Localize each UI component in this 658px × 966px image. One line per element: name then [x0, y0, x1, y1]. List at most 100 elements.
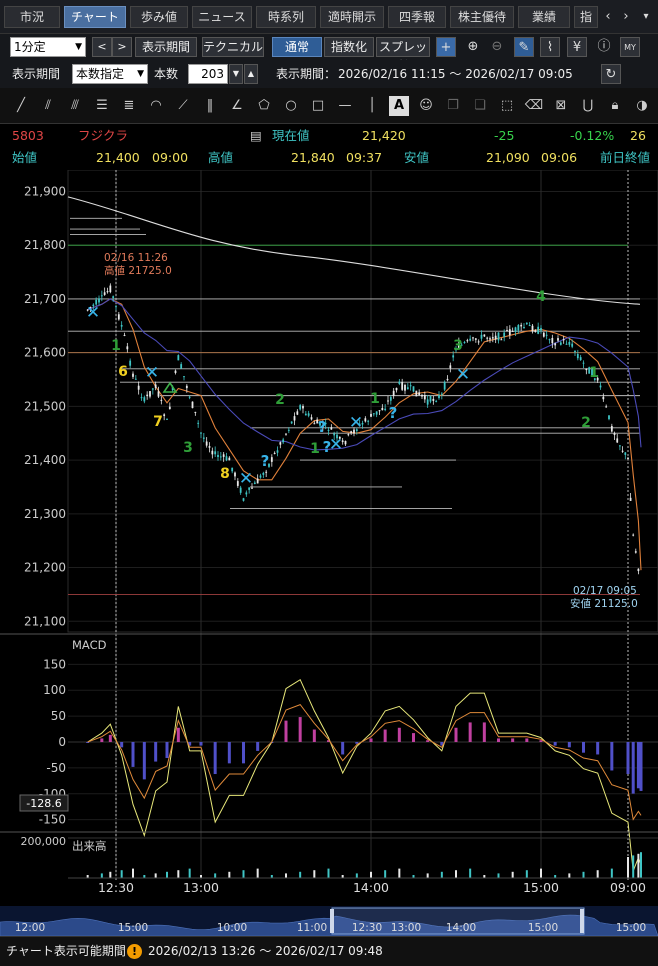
- candle-body: [287, 429, 290, 431]
- candle-body: [86, 309, 89, 311]
- tab-chart[interactable]: チャート: [64, 6, 126, 28]
- tab-disclosure[interactable]: 適時開示: [320, 6, 384, 28]
- tab-index[interactable]: 指: [574, 6, 598, 28]
- candle-body: [98, 298, 100, 303]
- hline-icon[interactable]: —: [338, 98, 352, 113]
- count-label: 1: [111, 338, 121, 354]
- period-scroller[interactable]: 12:00 15:00 10:00 11:00 12:30 13:00 14:00 15:00…: [0, 906, 658, 936]
- tab-benefits[interactable]: 株主優待: [450, 6, 514, 28]
- channel-icon[interactable]: ⫻: [71, 98, 79, 113]
- scroller-tick-label: 12:00: [15, 922, 45, 934]
- zoom-in-icon[interactable]: ⊕: [467, 39, 479, 54]
- technical-button[interactable]: テクニカル: [202, 37, 264, 57]
- magnet-icon[interactable]: ⋃: [582, 98, 594, 113]
- tab-menu-icon[interactable]: ▾: [643, 11, 649, 22]
- candle-body: [268, 463, 270, 467]
- zoom-out-icon[interactable]: ⊖: [491, 39, 503, 54]
- high-note-text: 高値 21725.0: [104, 264, 172, 277]
- tab-shikiho[interactable]: 四季報: [388, 6, 446, 28]
- period-button[interactable]: 表示期間: [135, 37, 197, 57]
- ma-mid-line: [87, 298, 642, 451]
- macd-histogram-bar: [100, 738, 104, 742]
- yen-icon[interactable]: ¥: [567, 37, 587, 57]
- prev-button[interactable]: <: [92, 37, 112, 57]
- macd-histogram-bar: [567, 742, 571, 748]
- tab-prev-icon[interactable]: ‹: [605, 9, 611, 24]
- parallel-lines-icon[interactable]: ⫽: [45, 98, 51, 113]
- tab-performance[interactable]: 業績: [518, 6, 570, 28]
- candle-body: [387, 400, 389, 402]
- candle-body: [506, 330, 508, 332]
- lock-icon[interactable]: 🔒︎: [611, 98, 619, 113]
- y-tick-label: 21,100: [24, 614, 66, 628]
- candle-body: [634, 551, 637, 553]
- candle-body: [537, 326, 540, 334]
- count-down-button[interactable]: ▼: [229, 64, 243, 84]
- horizontal-lines-icon[interactable]: ☰: [96, 98, 108, 113]
- text-icon[interactable]: A: [389, 96, 409, 116]
- low-time: 09:06: [541, 150, 578, 165]
- normal-button[interactable]: 通常: [272, 37, 322, 57]
- vertical-lines-icon[interactable]: ‖: [206, 98, 214, 113]
- macd-histogram-bar: [639, 742, 643, 791]
- pentagon-icon[interactable]: ⬠: [258, 98, 270, 113]
- scroller-right-handle[interactable]: [580, 909, 584, 933]
- candle-body: [503, 332, 506, 337]
- select-icon[interactable]: ⬚: [500, 98, 514, 113]
- spread-button[interactable]: スプレッド: [376, 37, 430, 72]
- change-value: -25: [494, 128, 515, 143]
- erase-all-icon[interactable]: ⊠: [555, 98, 567, 113]
- candle-body: [605, 406, 608, 408]
- candle-body: [375, 411, 378, 415]
- count-up-button[interactable]: ▲: [244, 64, 258, 84]
- crosshair-icon[interactable]: +: [436, 37, 456, 57]
- pencil-icon[interactable]: ✎: [514, 37, 534, 57]
- count-label: 3: [453, 338, 463, 354]
- candle-body: [120, 325, 123, 327]
- vline-icon[interactable]: │: [368, 98, 376, 113]
- my-settings-icon[interactable]: MY: [620, 37, 640, 57]
- fibonacci-icon[interactable]: ≣: [123, 98, 135, 113]
- volume-bar: [398, 868, 401, 878]
- candle-body: [545, 334, 548, 336]
- tab-news[interactable]: ニュース: [192, 6, 252, 28]
- rectangle-icon[interactable]: □: [311, 98, 325, 113]
- paste-icon[interactable]: ❏: [474, 98, 486, 113]
- period-mode-select[interactable]: 本数指定 ▼: [72, 64, 148, 84]
- x-tick-label: 12:30: [98, 880, 134, 895]
- candle-body: [528, 325, 531, 327]
- chart-type-icon[interactable]: ⌇: [540, 37, 560, 57]
- fan-icon[interactable]: ⟋: [178, 98, 188, 113]
- count-input[interactable]: 203: [188, 64, 228, 84]
- interval-select[interactable]: 1分定 ▼: [10, 37, 86, 57]
- tab-next-icon[interactable]: ›: [623, 9, 629, 24]
- index-button[interactable]: 指数化: [324, 37, 374, 57]
- trendline-icon[interactable]: ╱: [17, 98, 25, 113]
- price-chart[interactable]: 21,100 21,200 21,300 21,400 21,500 21,600 21,7…: [0, 170, 658, 906]
- x-tick-label: 15:00: [523, 880, 559, 895]
- tab-market[interactable]: 市況: [4, 6, 60, 28]
- info-icon[interactable]: ⓘ: [597, 39, 611, 54]
- scroller-left-handle[interactable]: [330, 909, 334, 933]
- gann-icon[interactable]: ∠: [231, 98, 243, 113]
- high-note-date: 02/16 11:26: [104, 252, 168, 264]
- interval-value: 1分定: [14, 40, 46, 54]
- next-button[interactable]: >: [112, 37, 132, 57]
- tab-ticks[interactable]: 歩み値: [130, 6, 188, 28]
- candle-body: [574, 350, 576, 353]
- candle-body: [381, 407, 384, 411]
- tab-timeseries[interactable]: 時系列: [256, 6, 316, 28]
- refresh-icon[interactable]: ↻: [601, 64, 621, 84]
- copy-icon[interactable]: ❐: [447, 98, 459, 113]
- macd-histogram-bar: [188, 742, 192, 746]
- stamp-icon[interactable]: ☺: [419, 98, 433, 113]
- candle-body: [599, 385, 602, 388]
- candle-body: [582, 362, 585, 364]
- candle-body: [361, 423, 364, 425]
- hide-icon[interactable]: ◑: [636, 98, 648, 113]
- volume-bar: [637, 853, 640, 878]
- eraser-icon[interactable]: ⌫: [524, 98, 544, 113]
- arc-icon[interactable]: ◠: [150, 98, 162, 113]
- circle-icon[interactable]: ○: [285, 98, 297, 113]
- volume-bar: [469, 868, 472, 878]
